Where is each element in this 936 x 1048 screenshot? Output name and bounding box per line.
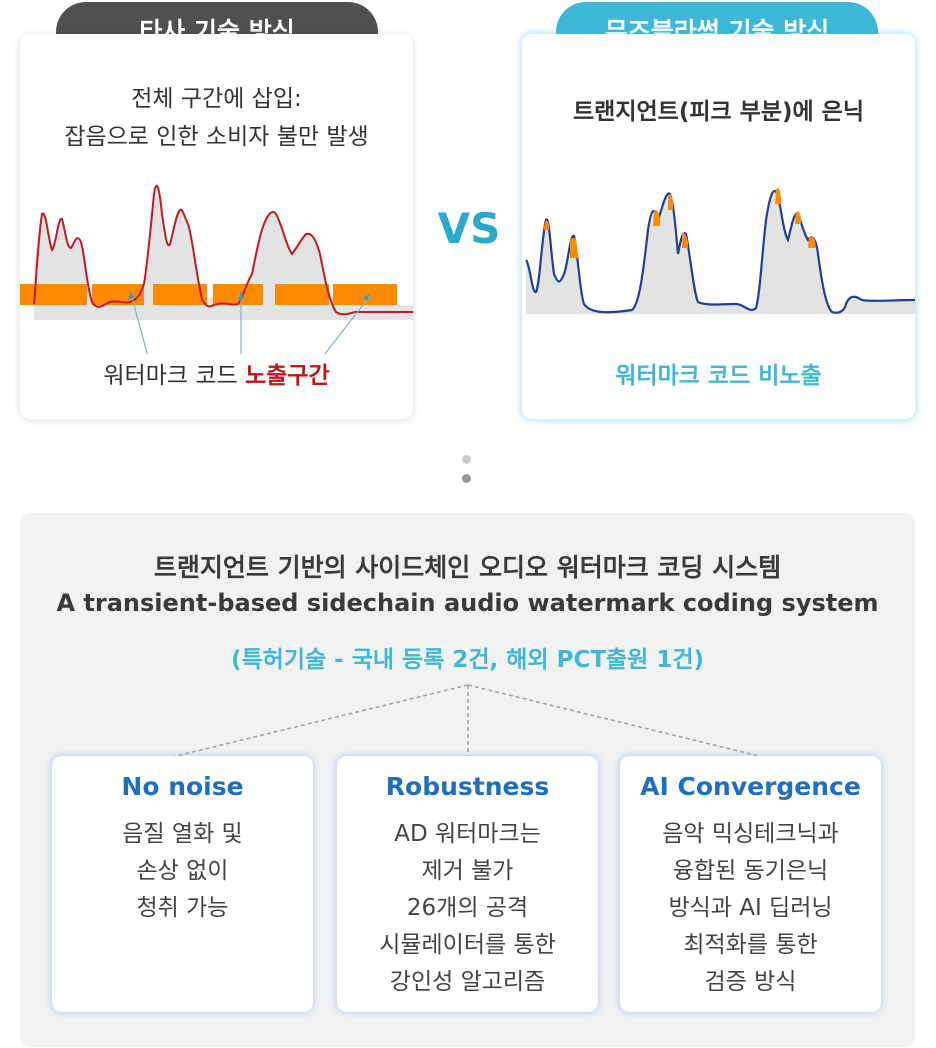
feature-description: 음악 믹싱테크닉과 융합된 동기은닉 방식과 AI 딥러닝 최적화를 통한 검증… [620, 816, 881, 1001]
feature-line: 최적화를 통한 [683, 932, 818, 958]
watermark-band-4 [213, 284, 263, 305]
feature-line: 시뮬레이터를 통한 [379, 932, 556, 958]
peak-mark-4 [668, 194, 673, 210]
system-panel: 트랜지언트 기반의 사이드체인 오디오 워터마크 코딩 시스템 A transi… [20, 513, 915, 1047]
peak-mark-3 [653, 210, 660, 226]
system-title-english: A transient-based sidechain audio waterm… [56, 589, 879, 617]
competitor-description-line-1: 전체 구간에 삽입: [131, 86, 302, 112]
peak-mark-1 [544, 220, 549, 230]
competitor-description: 전체 구간에 삽입: 잡음으로 인한 소비자 불만 발생 [20, 80, 413, 156]
feature-line: 방식과 AI 딥러닝 [668, 895, 833, 921]
feature-line: 음악 믹싱테크닉과 [662, 821, 839, 847]
feature-connector-lines [171, 684, 764, 758]
divider-dot [462, 474, 471, 483]
feature-description: 음질 열화 및 손상 없이 청취 가능 [52, 816, 313, 927]
peak-mark-5 [682, 233, 688, 248]
watermark-band-6 [333, 284, 397, 305]
feature-card-ai-convergence: AI Convergence 음악 믹싱테크닉과 융합된 동기은닉 방식과 AI… [620, 756, 881, 1012]
competitor-method-card: 전체 구간에 삽입: 잡음으로 인한 소비자 불만 발생 워터마크 코드 노출구… [20, 34, 413, 419]
musebl-description: 트랜지언트(피크 부분)에 은닉 [573, 99, 864, 125]
watermark-band-1 [20, 284, 87, 305]
watermark-band-5 [275, 284, 329, 305]
competitor-description-line-2: 잡음으로 인한 소비자 불만 발생 [64, 124, 369, 150]
feature-line: 제거 불가 [421, 858, 514, 884]
feature-card-robustness: Robustness AD 워터마크는 제거 불가 26개의 공격 시뮬레이터를… [337, 756, 598, 1012]
competitor-caption: 워터마크 코드 노출구간 [20, 356, 413, 390]
musebl-waveform-line [525, 189, 915, 314]
exposure-arrowheads [128, 291, 370, 301]
feature-title: No noise [121, 772, 244, 801]
feature-line: 청취 가능 [136, 895, 229, 921]
system-title-korean: 트랜지언트 기반의 사이드체인 오디오 워터마크 코딩 시스템 [153, 553, 782, 582]
feature-description: AD 워터마크는 제거 불가 26개의 공격 시뮬레이터를 통한 강인성 알고리… [337, 816, 598, 1001]
feature-line: 26개의 공격 [406, 895, 529, 921]
exposure-highlight: 노출구간 [244, 363, 330, 389]
feature-line: 음질 열화 및 [122, 821, 243, 847]
peak-mark-8 [808, 236, 816, 248]
feature-line: 손상 없이 [136, 858, 229, 884]
feature-line: 융합된 동기은닉 [672, 858, 829, 884]
patent-note: (특허기술 - 국내 등록 2건, 해외 PCT출원 1건) [230, 647, 705, 673]
divider-dot [462, 455, 471, 464]
competitor-caption-text: 워터마크 코드 [103, 363, 245, 389]
competitor-waveform-illustration [20, 184, 413, 354]
feature-title: AI Convergence [640, 772, 861, 801]
feature-line: 검증 방식 [704, 969, 797, 995]
peak-mark-6 [775, 188, 781, 204]
feature-line: 강인성 알고리즘 [389, 969, 546, 995]
exposure-pointers [130, 293, 371, 354]
feature-title: Robustness [385, 772, 550, 801]
feature-card-no-noise: No noise 음질 열화 및 손상 없이 청취 가능 [52, 756, 313, 1012]
musebl-waveform-illustration [525, 188, 915, 314]
watermark-band-3 [153, 284, 207, 305]
musebl-caption: 워터마크 코드 비노출 [615, 363, 822, 389]
musebl-method-card: 트랜지언트(피크 부분)에 은닉 워터마크 코드 비노출 [522, 34, 915, 419]
competitor-waveform-line [33, 184, 413, 316]
peak-mark-7 [795, 211, 801, 224]
watermark-peak-marks [544, 188, 816, 258]
feature-line: AD 워터마크는 [394, 821, 541, 847]
watermark-band-2 [92, 284, 144, 305]
musebl-waveform-fill [526, 190, 915, 314]
versus-label: VS [437, 204, 501, 253]
peak-mark-2 [570, 238, 578, 258]
